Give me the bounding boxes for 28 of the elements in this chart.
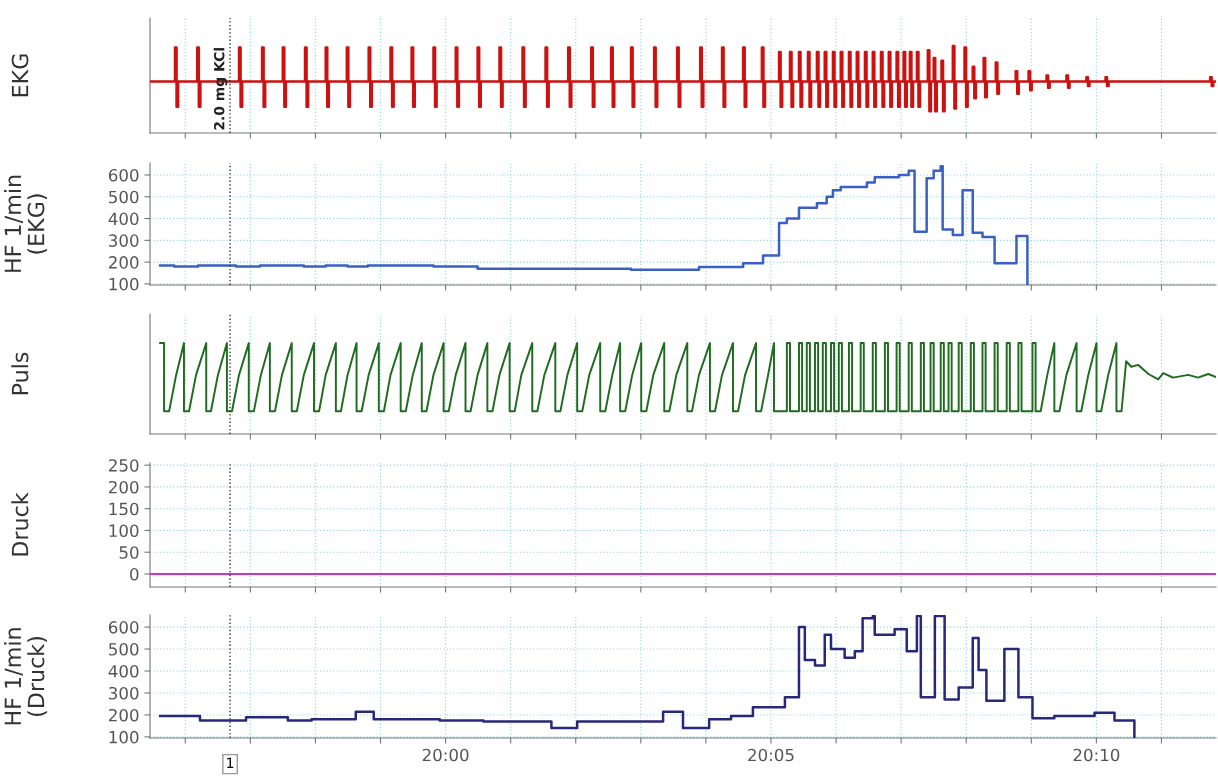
y-tick-label: 200 (108, 480, 139, 494)
ref-line-label: 2.0 mg KCl (213, 48, 228, 130)
y-axis-title: Druck (11, 492, 29, 556)
y-tick-label: 400 (108, 212, 139, 226)
x-tick-label: 20:05 (748, 748, 794, 762)
y-tick-label: 250 (108, 459, 139, 472)
y-axis-title: HF 1/min (EKG) (4, 175, 48, 272)
y-axis-title: Puls (11, 352, 29, 395)
y-tick-label: 0 (130, 567, 139, 581)
y-tick-label: 500 (109, 643, 139, 656)
y-tick-label: 600 (108, 168, 139, 182)
y-tick-label: 200 (108, 256, 139, 269)
y-tick-label: 100 (109, 524, 139, 538)
y-axis-title: EKG (11, 54, 29, 97)
y-tick-label: 200 (108, 708, 139, 722)
y-tick-label: 100 (109, 277, 139, 291)
y-tick-label: 300 (109, 234, 139, 247)
text: 1 (227, 757, 234, 768)
x-tick-label: 20:10 (1073, 748, 1120, 762)
y-tick-label: 500 (109, 190, 139, 204)
y-axis-title: HF 1/min (Druck) (4, 628, 48, 725)
y-tick-label: 600 (108, 621, 139, 634)
y-tick-label: 150 (109, 502, 139, 516)
y-tick-label: 400 (108, 664, 139, 678)
y-tick-label: 300 (109, 686, 139, 700)
y-tick-label: 100 (109, 730, 139, 744)
x-tick-label: 20:00 (422, 748, 469, 762)
y-tick-label: 50 (119, 546, 139, 559)
